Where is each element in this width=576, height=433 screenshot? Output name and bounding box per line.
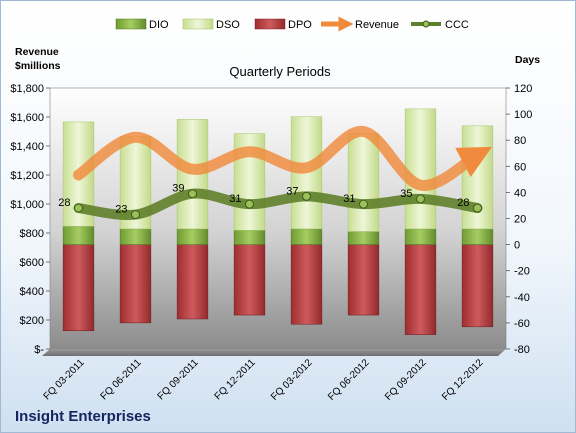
left-axis-tick-label: $1,600: [10, 112, 44, 124]
right-axis-title: Days: [515, 54, 540, 66]
legend-swatch-dpo: [254, 18, 286, 30]
ccc-point: [131, 210, 140, 220]
bar-dpo: [62, 244, 95, 331]
legend-item-dio: DIO: [115, 18, 169, 31]
left-axis-tick-label: $600: [20, 257, 44, 269]
plot-floor: [42, 349, 506, 356]
bar-dio: [233, 229, 266, 245]
right-axis-tick-label: 100: [514, 109, 532, 121]
ccc-data-label: 35: [400, 188, 412, 200]
right-axis-tick-label: -40: [514, 292, 530, 304]
legend-item-dso: DSO: [182, 18, 240, 31]
bar-dpo: [404, 244, 437, 335]
left-axis-tick-label: $1,400: [10, 141, 44, 153]
bar-dpo: [461, 244, 494, 328]
right-axis-tick-label: 80: [514, 135, 526, 147]
legend-label-revenue: Revenue: [355, 19, 399, 31]
left-axis-tick-label: $800: [20, 228, 44, 240]
bar-dpo: [233, 244, 266, 316]
legend-label-ccc: CCC: [445, 19, 469, 31]
ccc-point: [245, 199, 254, 209]
x-axis-tick-label: FQ 12-2011: [213, 357, 258, 402]
x-axis-tick-label: FQ 03-2011: [42, 357, 87, 402]
ccc-data-label: 31: [229, 193, 241, 205]
ccc-data-label: 28: [58, 197, 70, 209]
bar-dio: [290, 228, 323, 245]
bar-dio: [62, 226, 95, 245]
right-axis-tick-label: 40: [514, 187, 526, 199]
right-axis-tick-label: 20: [514, 214, 526, 226]
bar-dpo: [176, 244, 209, 320]
ccc-point: [416, 194, 425, 204]
company-name: Insight Enterprises: [15, 408, 151, 425]
bar-dpo: [119, 244, 152, 324]
legend-label-dso: DSO: [216, 19, 240, 31]
legend-swatch-dso: [182, 18, 214, 30]
legend-marker-ccc: [422, 20, 430, 28]
bar-dio: [119, 228, 152, 245]
x-axis-tick-label: FQ 06-2012: [326, 357, 372, 403]
bar-dio: [347, 231, 380, 245]
revenue-line: [73, 126, 493, 191]
ccc-data-label: 31: [343, 193, 355, 205]
right-axis-tick-label: 120: [514, 83, 532, 95]
ccc-data-label: 37: [286, 185, 298, 197]
ccc-data-label: 39: [172, 183, 184, 195]
legend-item-revenue: Revenue: [321, 16, 399, 32]
legend-label-dio: DIO: [149, 19, 169, 31]
legend-label-dpo: DPO: [288, 19, 312, 31]
ccc-data-label: 28: [457, 197, 469, 209]
legend: DIO DSO DPO Revenue CCC: [115, 16, 469, 32]
x-axis-tick-label: FQ 09-2011: [156, 357, 201, 402]
bar-dio: [404, 228, 437, 245]
ccc-point: [302, 191, 311, 201]
bar-dso: [461, 125, 494, 230]
x-axis-tick-label: FQ 06-2011: [99, 357, 144, 402]
left-axis-tick-label: $400: [20, 286, 44, 298]
ccc-point: [188, 189, 197, 199]
left-axis-title-line2: $millions: [15, 60, 61, 72]
bar-dpo: [290, 244, 323, 325]
left-axis-tick-label: $200: [20, 315, 44, 327]
legend-item-dpo: DPO: [254, 18, 312, 31]
right-axis-tick-label: -60: [514, 318, 530, 330]
bar-dio: [461, 228, 494, 245]
left-axis-title-line1: Revenue: [15, 46, 59, 58]
bar-dso: [347, 133, 380, 232]
x-axis-tick-label: FQ 03-2012: [269, 357, 315, 403]
ccc-line: [73, 188, 483, 221]
left-axis-tick-label: $1,800: [10, 83, 44, 95]
ccc-point: [473, 203, 482, 213]
ccc-data-label: 23: [115, 204, 127, 216]
plot-area: $- $200 $400 $600 $800 $1,000 $1,200 $1,400 $1,6…: [10, 83, 532, 403]
bar-dpo: [347, 244, 380, 316]
chart-title: Quarterly Periods: [229, 64, 331, 79]
ccc-point: [359, 199, 368, 209]
legend-item-ccc: CCC: [411, 19, 469, 31]
left-axis-tick-label: $1,200: [10, 170, 44, 182]
right-axis-tick-label: 60: [514, 161, 526, 173]
x-axis-tick-label: FQ 12-2012: [440, 357, 486, 403]
right-axis-tick-label: 0: [514, 240, 520, 252]
left-axis-tick-label: $-: [34, 344, 44, 356]
bar-dio: [176, 228, 209, 245]
left-axis-tick-label: $1,000: [10, 199, 44, 211]
x-axis-tick-label: FQ 09-2012: [383, 357, 429, 403]
right-axis-tick-label: -20: [514, 266, 530, 278]
right-axis-tick-label: -80: [514, 344, 530, 356]
legend-swatch-dio: [115, 18, 147, 30]
ccc-point: [74, 203, 83, 213]
bar-dso: [404, 108, 437, 230]
